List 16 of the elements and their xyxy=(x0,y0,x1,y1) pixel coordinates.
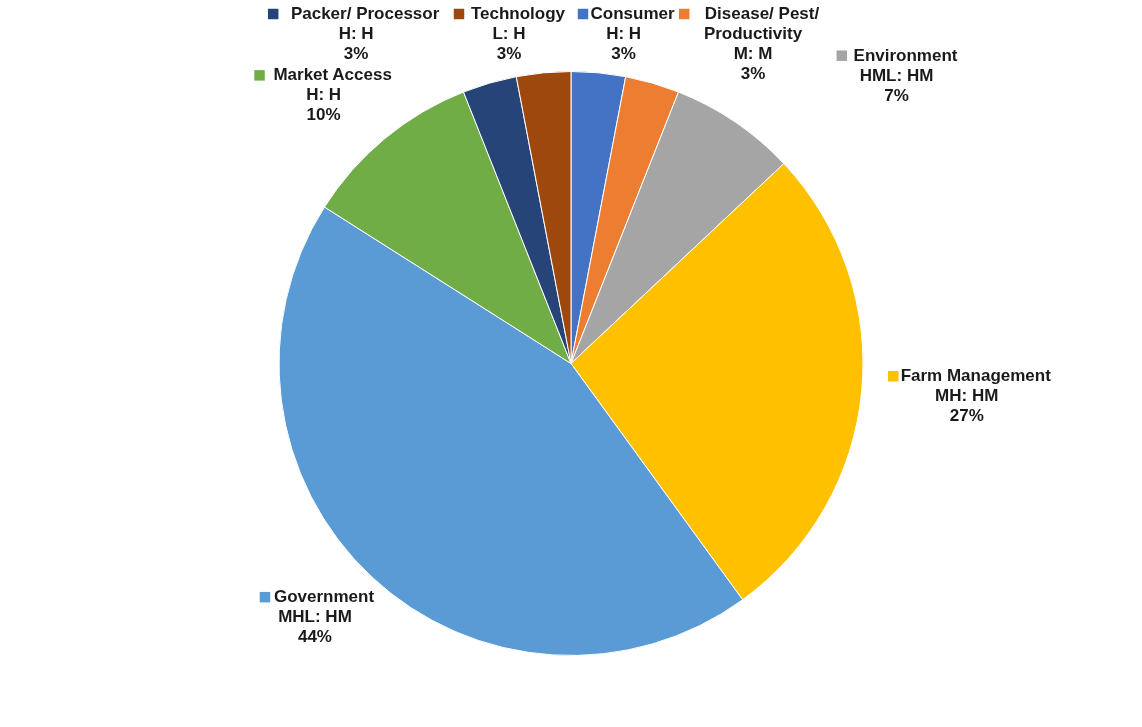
data-label: L: H 3% xyxy=(492,24,526,63)
legend-label: Technology xyxy=(470,4,566,23)
data-label: HML: HM 7% xyxy=(859,65,934,105)
data-label: H: H 3% xyxy=(338,24,374,63)
data-label: M: M 3% xyxy=(733,44,773,83)
legend-label: Environment xyxy=(853,45,958,65)
data-label: MH: HM 27% xyxy=(935,386,999,426)
legend-label: Government xyxy=(273,587,375,607)
data-label: MHL: HM 44% xyxy=(278,607,352,647)
legend-label: Farm Management xyxy=(900,366,1052,386)
legend-label: Consumer xyxy=(590,4,676,23)
data-label: H: H 10% xyxy=(306,85,342,125)
legend-label: Disease/ Pest/ Productivity xyxy=(703,4,820,43)
data-label: H: H 3% xyxy=(606,24,642,63)
legend-label: Market Access xyxy=(273,65,392,85)
legend-label: Packer/ Processor xyxy=(290,4,440,23)
